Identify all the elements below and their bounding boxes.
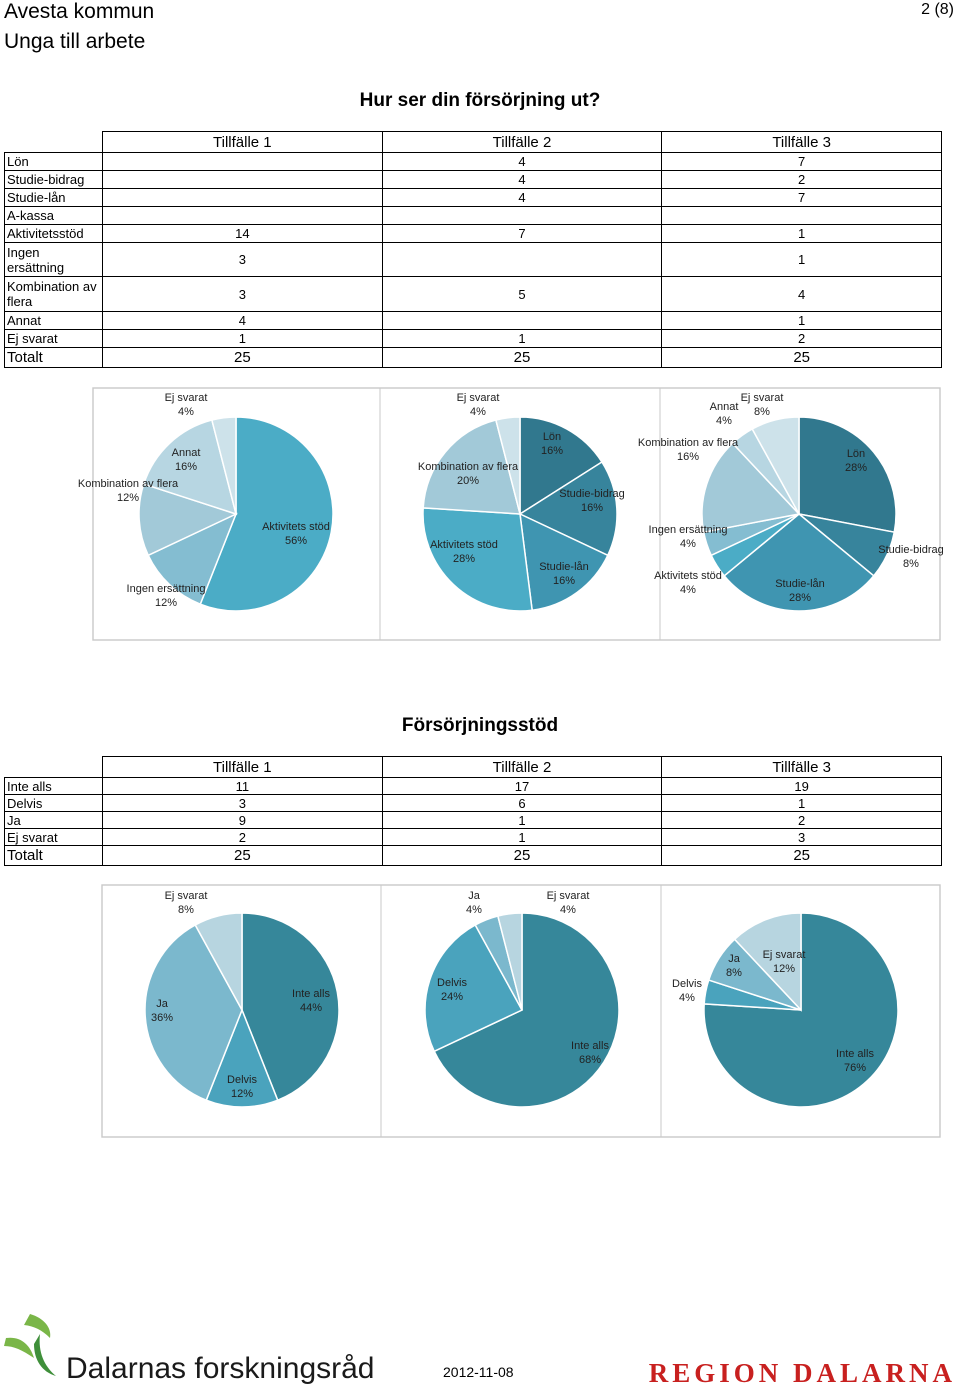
- pie-slice-studie-lan: [723, 513, 875, 612]
- page-number: 2 (8): [921, 1, 954, 18]
- logo-leaf-icon: [4, 1337, 34, 1358]
- total-label: Totalt: [4, 347, 103, 368]
- total-cell: 25: [381, 845, 663, 866]
- pie-slice-lon: [519, 416, 603, 516]
- row-label: Lön: [4, 152, 103, 171]
- data-label-ja: Ja 8%: [726, 953, 742, 979]
- support-table: Tillfälle 1 Tillfälle 2 Tillfälle 3 Inte al…: [4, 756, 942, 866]
- pie-slice-kombination-av-flera: [422, 419, 521, 515]
- table-cell: 3: [102, 276, 383, 312]
- table-cell: 1: [661, 242, 942, 277]
- table-row: Aktivitetsstöd 14 7 1: [4, 224, 942, 243]
- table-row: Kombination av flera 3 5 4: [4, 276, 942, 312]
- total-row: Totalt 25 25 25: [4, 347, 942, 368]
- row-label: Studie-lån: [4, 188, 103, 207]
- data-label-aktivitets-stod: Aktivitets stöd 56%: [262, 521, 330, 547]
- data-label-ingen-ersattning: Ingen ersättning 12%: [127, 583, 206, 609]
- table-row: Studie-bidrag 4 2: [4, 170, 942, 189]
- data-label-delvis: Delvis 4%: [672, 978, 702, 1004]
- row-label: Ja: [4, 811, 103, 829]
- data-label-ej-svarat: Ej svarat 4%: [457, 392, 500, 418]
- report-date: 2012-11-08: [443, 1364, 514, 1380]
- table-row: Delvis 3 6 1: [4, 794, 942, 812]
- section-title-income: Hur ser din försörjning ut?: [359, 90, 601, 111]
- data-label-kombination-av-flera: Kombination av flera 16%: [638, 437, 739, 463]
- data-label-annat: Annat 4%: [710, 401, 739, 427]
- total-cell: 25: [661, 347, 942, 368]
- data-label-ej-svarat: Ej svarat 12%: [763, 949, 806, 975]
- data-label-annat: Annat 16%: [172, 447, 201, 473]
- table-row: Annat 4 1: [4, 311, 942, 330]
- pie-slice-ej-svarat: [751, 416, 800, 515]
- pie-slice-kombination-av-flera: [701, 442, 801, 534]
- pie-slice-aktivitets-stod: [422, 507, 533, 612]
- data-label-lon: Lön 16%: [541, 431, 563, 457]
- data-label-inte-alls: Inte alls 68%: [571, 1040, 609, 1066]
- row-label: Aktivitetsstöd: [4, 224, 103, 243]
- data-label-studie-lan: Studie-lån 16%: [539, 561, 589, 587]
- data-label-studie-lan: Studie-lån 28%: [775, 578, 825, 604]
- data-label-ja: Ja 4%: [466, 890, 482, 916]
- pie-slice-lon: [798, 416, 897, 534]
- table-row: Lön 4 7: [4, 152, 942, 171]
- total-label: Totalt: [4, 845, 103, 866]
- pie-slice-aktivitets-stod: [199, 416, 334, 612]
- logo-stem-icon: [34, 1334, 56, 1376]
- data-label-ej-svarat: Ej svarat 4%: [547, 890, 590, 916]
- data-label-inte-alls: Inte alls 44%: [292, 988, 330, 1014]
- pie-slice-ej-svarat: [210, 416, 237, 515]
- pie-slice-studie-lan: [519, 512, 609, 612]
- data-label-inte-alls: Inte alls 76%: [836, 1048, 874, 1074]
- income-table: Tillfälle 1 Tillfälle 2 Tillfälle 3 Lön 4 7 St…: [4, 131, 942, 368]
- pie-slice-studie-bidrag: [518, 460, 618, 557]
- project-name: Unga till arbete: [4, 30, 146, 53]
- section-title-support: Försörjningsstöd: [401, 715, 559, 736]
- pie-slice-ej-svarat: [494, 416, 521, 515]
- data-label-ja: Ja 36%: [151, 998, 173, 1024]
- total-row: Totalt 25 25 25: [4, 845, 942, 866]
- total-cell: 25: [102, 347, 383, 368]
- pie-slice-ej-svarat: [194, 912, 243, 1011]
- pie-slice-annat: [142, 419, 238, 516]
- pie-slice-inte-alls: [241, 912, 340, 1102]
- data-label-lon: Lön 28%: [845, 448, 867, 474]
- row-label: Studie-bidrag: [4, 170, 103, 189]
- row-label: Ingen ersättning: [4, 242, 103, 277]
- table-row: Ingen ersättning 3 1: [4, 242, 942, 277]
- data-label-delvis: Delvis 12%: [227, 1074, 257, 1100]
- pie-slice-inte-alls: [703, 912, 899, 1108]
- data-label-ej-svarat: Ej svarat 8%: [165, 890, 208, 916]
- table-row: Inte alls 11 17 19: [4, 777, 942, 795]
- organization-name: Avesta kommun: [4, 0, 155, 23]
- dalarnas-forskningsrad-logo: Dalarnas forskningsråd: [4, 1314, 374, 1385]
- row-label: Kombination av flera: [4, 276, 103, 312]
- logo-leaf-icon: [24, 1314, 51, 1338]
- data-label-ej-svarat: Ej svarat 8%: [741, 392, 784, 418]
- data-label-ingen-ersattning: Ingen ersättning 4%: [649, 524, 728, 550]
- data-label-studie-bidrag: Studie-bidrag 8%: [878, 544, 943, 570]
- pie-slice-delvis: [205, 1007, 279, 1108]
- data-label-aktivitets-stod: Aktivitets stöd 28%: [430, 539, 498, 565]
- pie-slice-kombination-av-flera: [138, 483, 239, 557]
- pie-slice-delvis: [424, 923, 524, 1053]
- pie-slice-ej-svarat: [496, 912, 523, 1011]
- logo-text: Dalarnas forskningsråd: [66, 1352, 374, 1385]
- data-label-kombination-av-flera: Kombination av flera 20%: [418, 461, 519, 487]
- row-label: Annat: [4, 311, 103, 330]
- total-cell: 25: [661, 845, 942, 866]
- pie-slice-ja: [144, 923, 243, 1102]
- data-label-aktivitets-stod: Aktivitets stöd 4%: [654, 570, 722, 596]
- column-header: Tillfälle 3: [661, 756, 942, 778]
- data-label-ej-svarat: Ej svarat 4%: [165, 392, 208, 418]
- pie-slice-inte-alls: [433, 912, 620, 1108]
- pie-slice-ej-svarat: [733, 912, 802, 1012]
- table-cell: 5: [381, 276, 663, 312]
- data-label-studie-bidrag: Studie-bidrag 16%: [559, 488, 624, 514]
- data-label-kombination-av-flera: Kombination av flera 12%: [78, 478, 179, 504]
- region-dalarna-logo: REGION DALARNA: [648, 1358, 956, 1388]
- data-label-delvis: Delvis 24%: [437, 977, 467, 1003]
- pie-slice-ingen-ersattning: [147, 512, 238, 606]
